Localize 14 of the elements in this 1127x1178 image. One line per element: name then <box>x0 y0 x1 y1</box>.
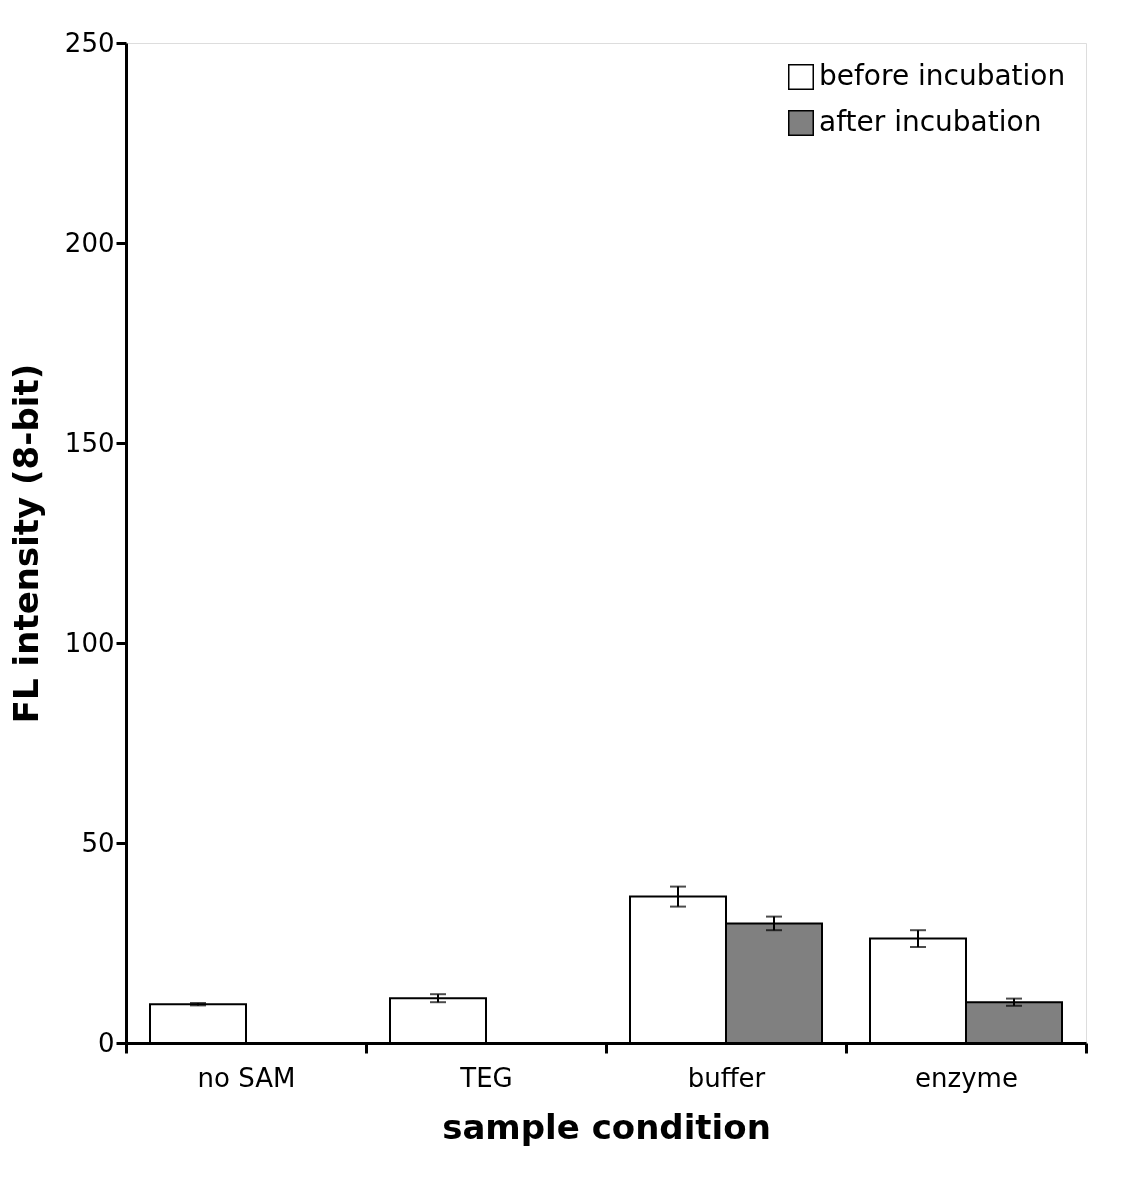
x-tick-label: TEG <box>459 1062 513 1093</box>
y-tick-label: 150 <box>64 427 115 458</box>
y-tick-label: 250 <box>64 27 115 58</box>
y-tick-label: 50 <box>81 827 115 858</box>
y-axis-title: FL intensity (8-bit) <box>5 363 46 724</box>
y-tick-label: 100 <box>64 627 115 658</box>
x-tick-label: no SAM <box>197 1062 296 1093</box>
x-tick-label: enzyme <box>915 1062 1018 1093</box>
legend-label: before incubation <box>819 59 1066 92</box>
x-tick-label: buffer <box>687 1062 766 1093</box>
x-axis-title: sample condition <box>442 1106 771 1147</box>
y-tick-label: 200 <box>64 227 115 258</box>
y-tick-label: 0 <box>97 1027 115 1058</box>
legend-label: after incubation <box>819 105 1042 138</box>
